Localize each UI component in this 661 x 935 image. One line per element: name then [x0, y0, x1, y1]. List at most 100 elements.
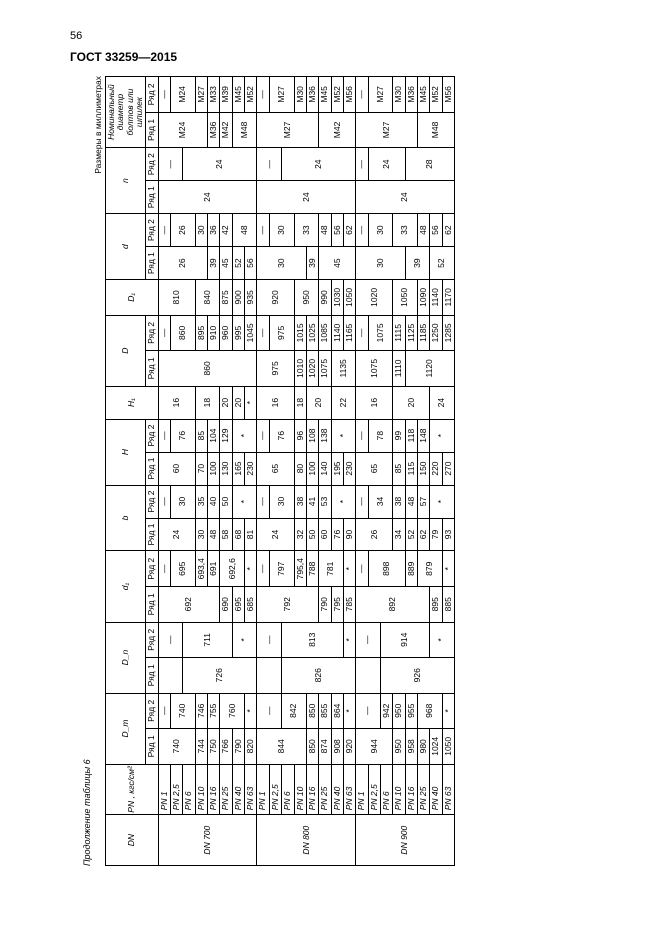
cell: * [331, 419, 356, 452]
cell: 33 [393, 214, 418, 247]
cell: PN 2,5 [269, 764, 281, 815]
cell: — [356, 419, 368, 452]
cell: 48 [232, 214, 257, 247]
cell: 79 [430, 518, 442, 551]
cell: 920 [257, 280, 294, 316]
cell: 16 [257, 386, 294, 419]
hdr-r2: Ряд 2 [146, 214, 158, 247]
cell: PN 40 [430, 764, 442, 815]
cell: M39 [220, 77, 232, 113]
cell: — [356, 551, 368, 587]
cell: 926 [380, 658, 454, 694]
cell: 879 [417, 551, 442, 587]
hdr-d1: d₁ [106, 551, 146, 622]
cell: M27 [269, 77, 294, 113]
cell: 62 [442, 214, 454, 247]
cell: 138 [319, 419, 331, 452]
cell: M42 [220, 112, 232, 148]
cell: * [232, 485, 257, 518]
cell: 140 [319, 452, 331, 485]
cell: 56 [245, 247, 257, 280]
cell: 85 [195, 419, 207, 452]
cell: 892 [356, 587, 430, 623]
cell: M33 [208, 77, 220, 113]
cell: 52 [405, 518, 417, 551]
cell: 1140 [430, 280, 442, 316]
cell: 910 [208, 315, 220, 351]
cell: 48 [405, 485, 417, 518]
table-caption: Продолжение таблицы 6 [82, 76, 92, 866]
cell: M36 [405, 77, 417, 113]
cell: 1030 [331, 280, 343, 316]
cell: 885 [442, 587, 454, 623]
cell: 1020 [356, 280, 393, 316]
cell: 24 [356, 181, 455, 214]
cell: 864 [331, 693, 343, 729]
cell [158, 658, 183, 694]
cell: — [356, 77, 368, 113]
hdr-r1: Ряд 1 [146, 452, 158, 485]
hdr-Dn: D_n [106, 622, 146, 693]
cell: — [158, 622, 183, 658]
cell: M30 [294, 77, 306, 113]
cell: 22 [331, 386, 356, 419]
cell [356, 658, 381, 694]
cell: M56 [442, 77, 454, 113]
cell: 18 [294, 386, 306, 419]
cell: 24 [158, 181, 257, 214]
cell: — [158, 485, 170, 518]
cell: PN 63 [343, 764, 355, 815]
cell: 1090 [417, 280, 429, 316]
cell [257, 658, 282, 694]
cell: 1050 [343, 280, 355, 316]
cell: PN 2,5 [171, 764, 183, 815]
cell: 50 [306, 518, 318, 551]
cell: 850 [306, 729, 318, 765]
cell: 38 [393, 485, 405, 518]
cell: 16 [356, 386, 393, 419]
cell: 60 [158, 452, 195, 485]
cell: 1120 [405, 351, 454, 387]
cell: 746 [195, 693, 207, 729]
cell: 20 [393, 386, 430, 419]
cell: — [158, 551, 170, 587]
cell: 1085 [319, 315, 331, 351]
cell: 960 [220, 315, 232, 351]
cell: * [442, 551, 454, 587]
cell: 692,6 [220, 551, 245, 587]
cell: 1050 [393, 280, 418, 316]
cell: PN 16 [208, 764, 220, 815]
hdr-H: H [106, 419, 146, 485]
cell: 100 [208, 452, 220, 485]
cell: 1115 [393, 315, 405, 351]
cell: M48 [232, 112, 257, 148]
cell: 129 [220, 419, 232, 452]
hdr-r2: Ряд 2 [146, 693, 158, 729]
cell: 28 [405, 148, 454, 181]
dn-cell: DN 700 [158, 815, 257, 866]
cell: 62 [343, 214, 355, 247]
cell: 895 [430, 587, 442, 623]
cell: 840 [195, 280, 220, 316]
cell: 80 [294, 452, 306, 485]
cell: M45 [417, 77, 429, 113]
cell: 32 [294, 518, 306, 551]
cell: 826 [282, 658, 356, 694]
cell: 165 [232, 452, 244, 485]
cell: — [257, 148, 282, 181]
cell: — [257, 77, 269, 113]
cell: 58 [220, 518, 232, 551]
cell: M27 [368, 77, 393, 113]
cell: — [257, 214, 269, 247]
hdr-r2: Ряд 2 [146, 622, 158, 658]
cell: 78 [368, 419, 393, 452]
hdr-r1: Ряд 1 [146, 729, 158, 765]
cell: 53 [319, 485, 331, 518]
cell: 24 [183, 148, 257, 181]
cell: 30 [269, 214, 294, 247]
cell: 30 [368, 214, 393, 247]
cell: 950 [294, 280, 319, 316]
cell: M48 [417, 112, 454, 148]
cell: 990 [319, 280, 331, 316]
cell: 34 [393, 518, 405, 551]
